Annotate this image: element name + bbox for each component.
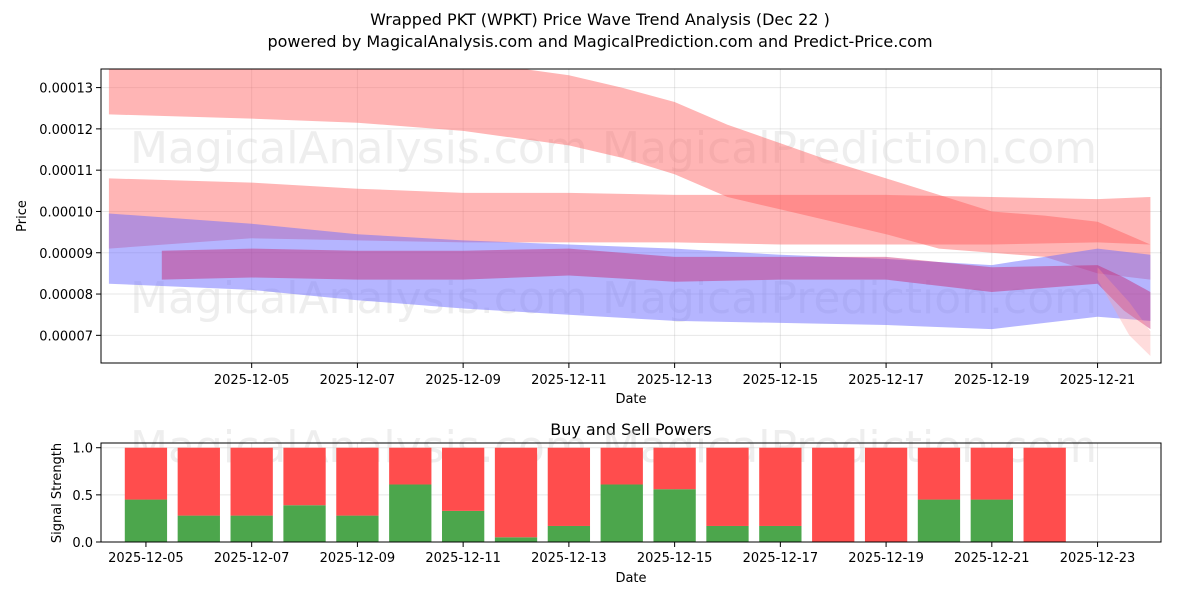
buy-power-bar [441,510,485,542]
sell-power-bar [177,447,220,516]
buy-power-bar [336,515,379,542]
signal-x-tick-label: 2025-12-11 [425,551,501,566]
price-y-ticks: 0.00007 0.00008 0.00009 0.00010 0.00011 0.000… [39,82,101,344]
signal-x-tick-label: 2025-12-09 [320,551,396,566]
buy-power-bar [917,499,961,542]
buy-sell-title: Buy and Sell Powers [550,420,712,439]
buy-power-bar [389,484,432,542]
sell-power-bar [970,447,1013,500]
price-y-tick-label: 0.00008 [39,288,93,303]
price-x-tick-label: 2025-12-11 [531,373,607,388]
buy-power-bar [970,499,1013,542]
signal-y-tick-label: 0.5 [72,489,93,504]
price-y-tick-label: 0.00012 [39,123,93,138]
signal-y-axis-label: Signal Strength [50,443,65,543]
signal-x-tick-label: 2025-12-13 [531,551,607,566]
signal-plot-frame [100,442,1162,543]
signal-x-tick-label: 2025-12-17 [743,551,819,566]
price-band-group [108,69,1151,356]
watermark-prediction: MagicalPrediction.com [602,123,1097,174]
sell-power-bar [653,447,696,490]
price-x-axis-label: Date [615,392,646,407]
signal-x-ticks: 2025-12-05 2025-12-07 2025-12-09 2025-12-11… [108,542,1135,566]
buy-sell-plot: Buy and Sell Powers MagicalAnalysis.com … [50,420,1162,586]
buy-power-bar [759,525,802,542]
price-x-ticks: 2025-12-05 2025-12-07 2025-12-09 2025-12-11… [214,363,1135,388]
buy-power-bar [706,525,749,542]
sell-power-bar [547,447,591,526]
signal-x-tick-label: 2025-12-23 [1060,551,1136,566]
sell-power-bar [494,447,538,538]
sell-power-bar [336,447,379,516]
price-band-forecast-fan [1097,267,1151,356]
price-y-tick-label: 0.00009 [39,247,93,262]
sell-power-bar [864,447,908,542]
signal-y-tick-label: 0.0 [72,536,93,551]
sell-power-bar [124,447,168,500]
signal-y-ticks: 0.0 0.5 1.0 [72,442,101,551]
price-band-lower-blue-wave [108,213,1151,330]
price-y-tick-label: 0.00013 [39,82,93,97]
signal-x-tick-label: 2025-12-07 [214,551,290,566]
sell-power-bar [759,447,802,526]
buy-power-bar [547,525,591,542]
watermark-analysis: MagicalAnalysis.com [130,123,588,174]
chart-subtitle: powered by MagicalAnalysis.com and Magic… [267,32,932,51]
price-x-tick-label: 2025-12-13 [637,373,713,388]
sell-power-bar [1023,447,1066,542]
price-x-tick-label: 2025-12-17 [848,373,924,388]
price-x-tick-label: 2025-12-21 [1060,373,1136,388]
signal-x-tick-label: 2025-12-15 [637,551,713,566]
signal-x-tick-label: 2025-12-05 [108,551,184,566]
price-x-tick-label: 2025-12-19 [954,373,1030,388]
signal-y-tick-label: 1.0 [72,442,93,457]
sell-power-bar [389,447,432,485]
signal-x-axis-label: Date [615,571,646,586]
buy-power-bar [653,489,696,542]
price-wave-plot: MagicalAnalysis.com MagicalPrediction.co… [15,68,1162,407]
price-band-middle-red-wave [108,178,1151,249]
chart-title: Wrapped PKT (WPKT) Price Wave Trend Anal… [370,10,830,29]
sell-power-bar [441,447,485,511]
sell-power-bar [706,447,749,526]
price-y-axis-label: Price [15,200,30,232]
price-x-tick-label: 2025-12-05 [214,373,290,388]
buy-power-bar [600,484,643,542]
price-y-tick-label: 0.00007 [39,329,93,344]
sell-power-bar [917,447,961,500]
buy-power-bar [124,499,168,542]
price-x-tick-label: 2025-12-09 [425,373,501,388]
buy-power-bar [494,537,538,542]
buy-power-bar [177,515,220,542]
signal-x-tick-label: 2025-12-21 [954,551,1030,566]
price-bands [108,69,1151,356]
sell-power-bar [283,447,326,506]
signal-bars [124,447,1066,542]
sell-power-bar [230,447,273,516]
price-band-core-price-band [161,248,1151,330]
price-plot-frame [100,68,1162,364]
price-y-tick-label: 0.00010 [39,205,93,220]
sell-power-bar [600,447,643,485]
price-y-tick-label: 0.00011 [39,164,93,179]
sell-power-bar [812,447,855,542]
buy-power-bar [230,515,273,542]
price-x-tick-label: 2025-12-07 [320,373,396,388]
buy-power-bar [283,505,326,542]
price-x-tick-label: 2025-12-15 [743,373,819,388]
price-band-upper-red-wave [108,69,1151,280]
signal-x-tick-label: 2025-12-19 [848,551,924,566]
